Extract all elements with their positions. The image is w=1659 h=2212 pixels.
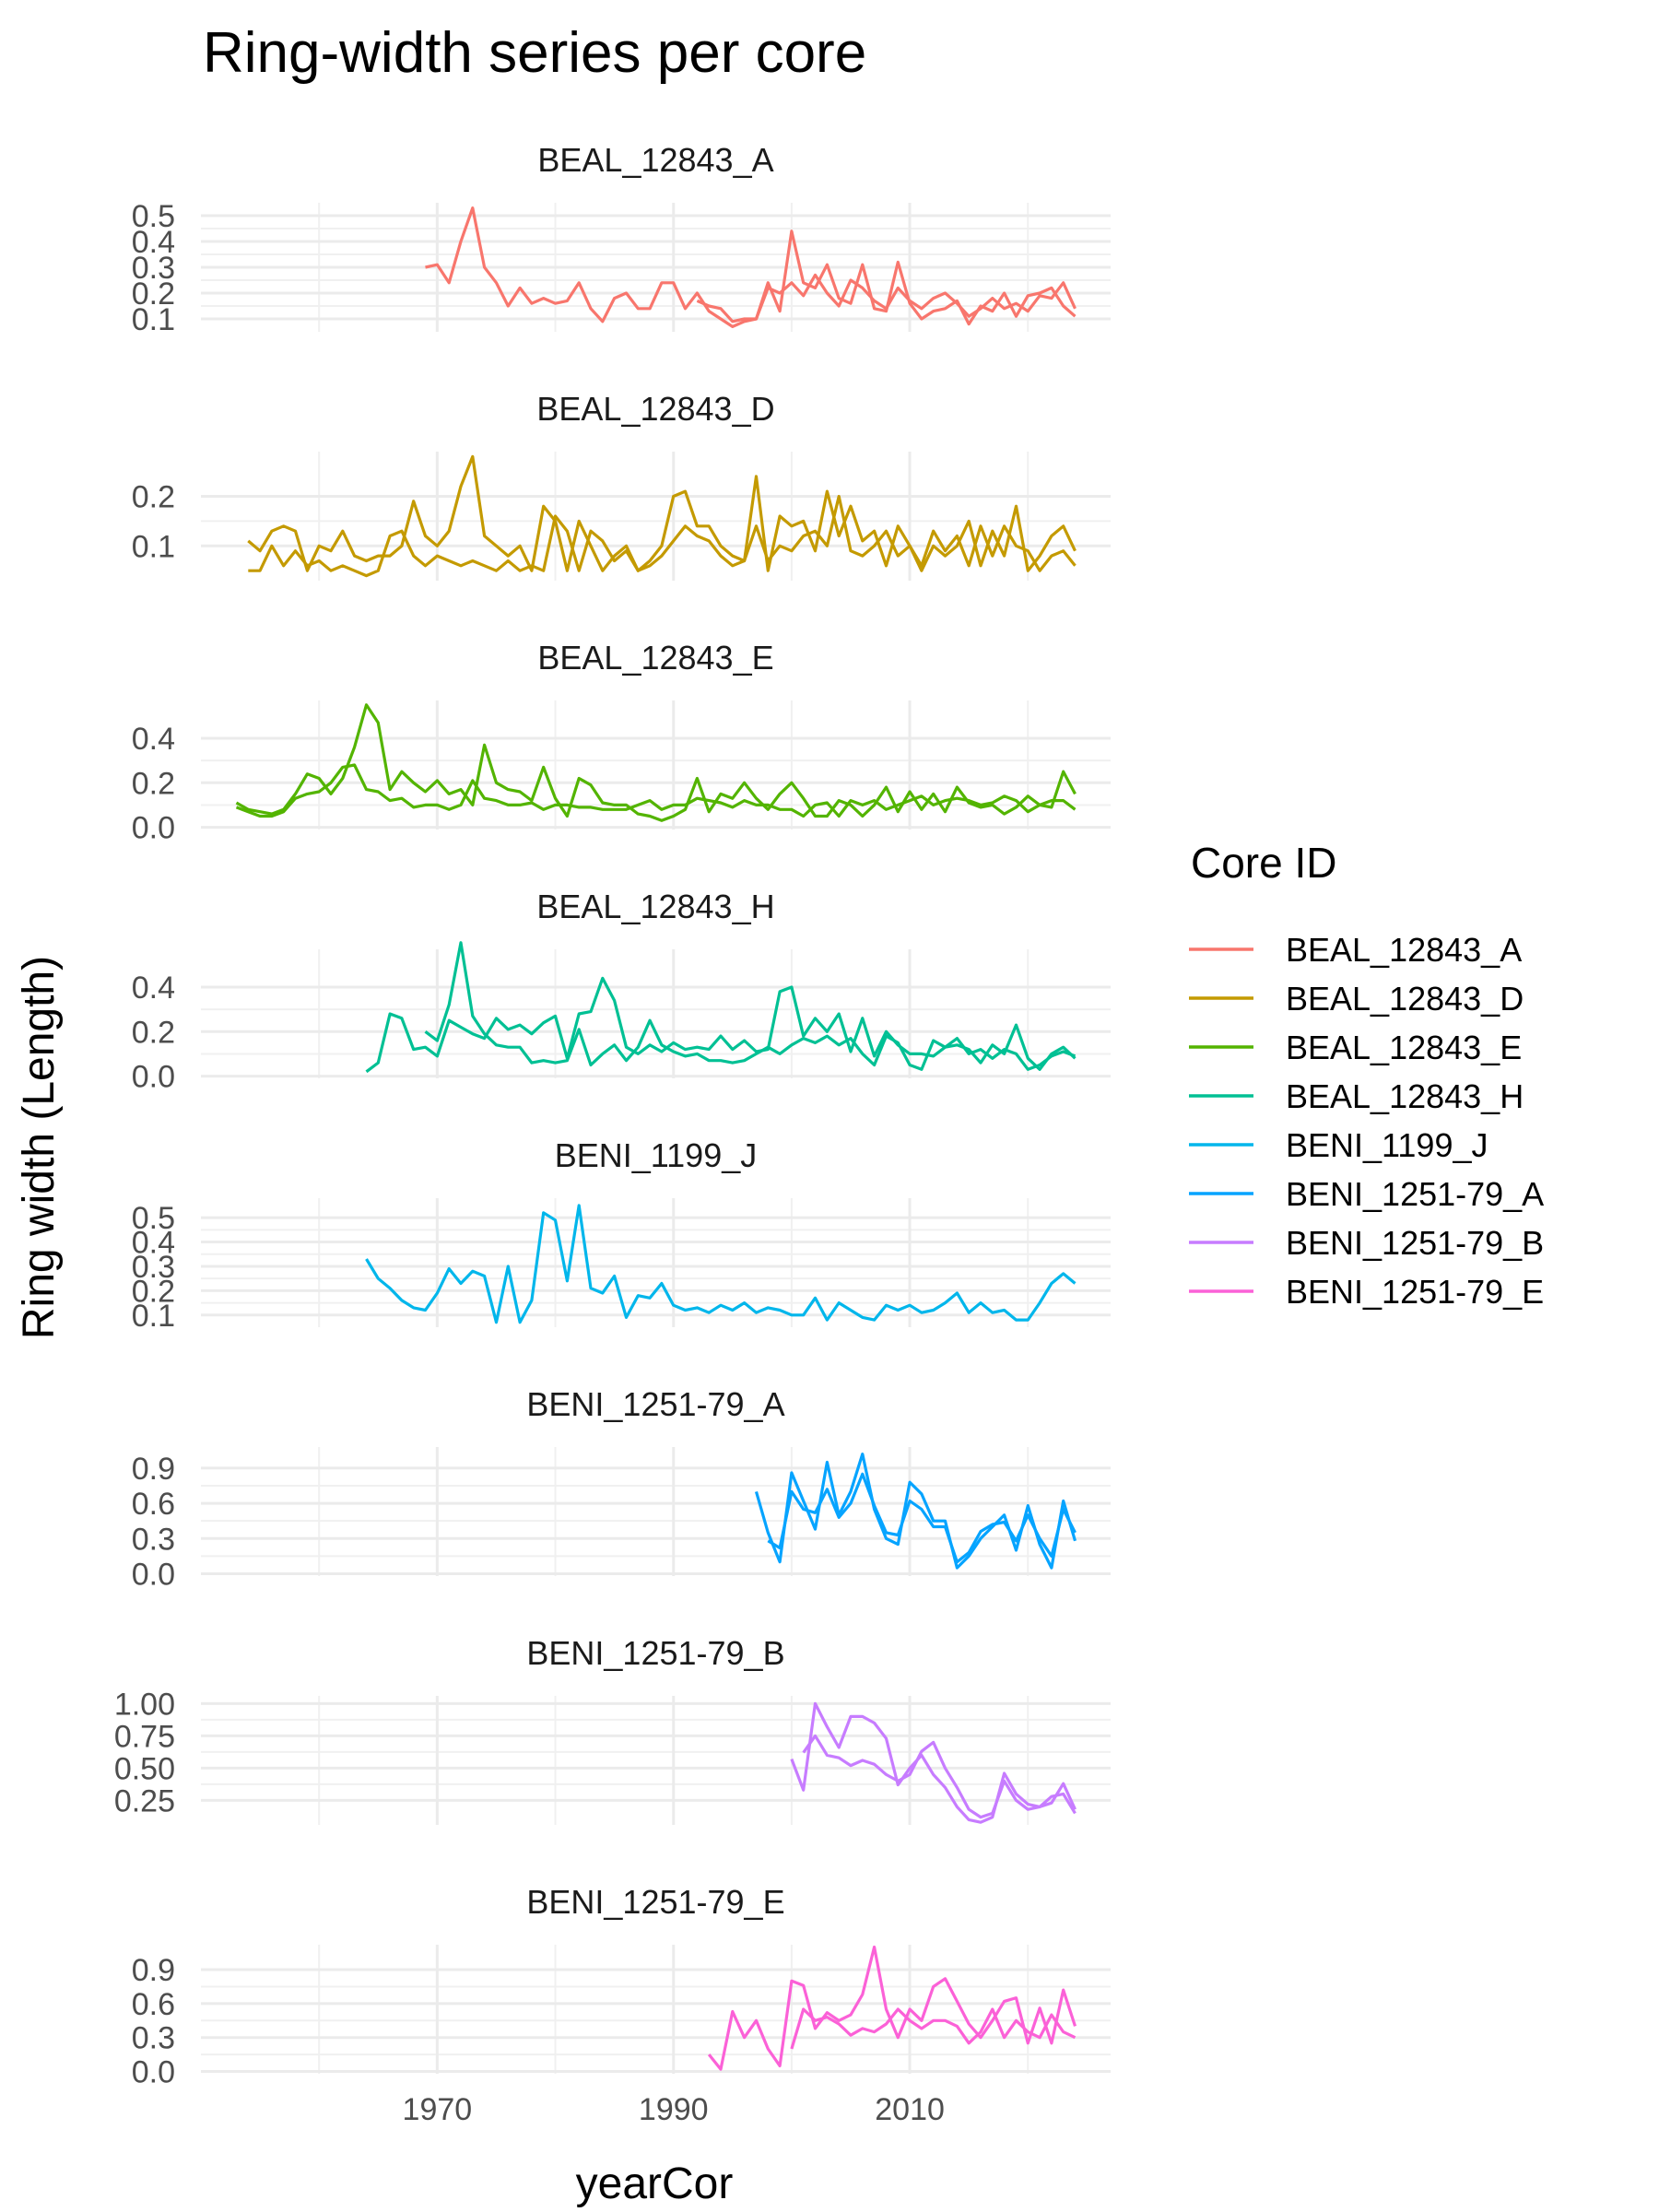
series-line-BEAL_12843_D-1: [247, 454, 1077, 572]
legend-label: BENI_1251-79_B: [1286, 1224, 1544, 1262]
legend-label: BENI_1199_J: [1286, 1126, 1488, 1164]
y-tick-label: 0.2: [132, 479, 175, 514]
panel-strip-label: BENI_1199_J: [555, 1136, 757, 1174]
x-axis-title: yearCor: [576, 2159, 734, 2208]
y-tick-label: 0.6: [132, 1987, 175, 2022]
y-tick-label: 0.25: [114, 1783, 175, 1818]
legend-label: BEAL_12843_D: [1286, 980, 1524, 1018]
panel-strip-label: BENI_1251-79_E: [526, 1883, 784, 1921]
y-tick-label: 0.1: [132, 529, 175, 564]
legend-item: BEAL_12843_A: [1189, 931, 1522, 969]
series-line-BEAL_12843_E-2: [235, 763, 1077, 818]
panel-BEAL_12843_H: BEAL_12843_H 0.0 0.2 0.4: [132, 888, 1111, 1095]
y-tick-label: 0.4: [132, 722, 175, 757]
x-axis: 1970 1990 2010: [403, 2092, 945, 2127]
legend-item: BENI_1251-79_E: [1189, 1273, 1544, 1311]
legend-item: BENI_1251-79_A: [1189, 1175, 1544, 1213]
series-line-BENI_1251-79_B-1: [790, 1701, 1077, 1824]
y-tick-label: 0.5: [132, 1201, 175, 1236]
facet-panels: BEAL_12843_A0.10.20.30.40.5BEAL_12843_D0…: [114, 141, 1111, 2090]
y-tick-label: 0.0: [132, 811, 175, 846]
y-tick-label: 0.3: [132, 251, 175, 286]
panel-BENI_1199_J: BENI_1199_J 0.10.20.30.40.5: [132, 1136, 1111, 1334]
y-tick-label: 0.2: [132, 276, 175, 312]
legend-item: BEAL_12843_D: [1189, 980, 1524, 1018]
y-tick-label: 0.3: [132, 2021, 175, 2056]
series-line-BENI_1251-79_B-2: [802, 1734, 1077, 1819]
y-tick-label: 0.0: [132, 1557, 175, 1592]
y-tick-label: 0.4: [132, 225, 175, 260]
legend-label: BEAL_12843_E: [1286, 1029, 1522, 1066]
y-tick-label: 0.9: [132, 1953, 175, 1988]
panel-strip-label: BENI_1251-79_A: [526, 1385, 784, 1423]
y-tick-label: 0.1: [132, 1299, 175, 1334]
y-tick-label: 0.4: [132, 971, 175, 1006]
series-line-BEAL_12843_H-2: [424, 941, 1077, 1071]
panel-strip-label: BEAL_12843_D: [536, 390, 774, 428]
y-tick-label: 0.0: [132, 1060, 175, 1095]
legend-item: BENI_1251-79_B: [1189, 1224, 1544, 1262]
legend-label: BEAL_12843_H: [1286, 1077, 1524, 1115]
legend-items: BEAL_12843_A BEAL_12843_D BEAL_12843_E BEAL…: [1189, 931, 1544, 1311]
y-tick-label: 0.75: [114, 1719, 175, 1754]
panel-BENI_1251-79_B: BENI_1251-79_B 0.250.500.751.00: [114, 1634, 1111, 1825]
y-tick-label: 0.3: [132, 1250, 175, 1285]
legend-title: Core ID: [1191, 839, 1336, 887]
x-tick-label: 1990: [639, 2092, 709, 2127]
panel-strip-label: BEAL_12843_E: [537, 639, 773, 677]
series-line-BEAL_12843_D-2: [248, 489, 1077, 578]
chart-title: Ring-width series per core: [203, 21, 866, 85]
y-tick-label: 0.0: [132, 2055, 175, 2090]
y-tick-label: 0.2: [132, 1274, 175, 1309]
y-tick-label: 0.2: [132, 766, 175, 801]
series-line-BEAL_12843_H-1: [365, 976, 1077, 1074]
panel-strip-label: BEAL_12843_A: [537, 141, 773, 179]
legend-label: BEAL_12843_A: [1286, 931, 1522, 969]
panel-strip-label: BEAL_12843_H: [536, 888, 774, 925]
y-tick-label: 0.3: [132, 1522, 175, 1557]
panel-BEAL_12843_A: BEAL_12843_A 0.10.20.30.40.5: [132, 141, 1111, 337]
x-tick-label: 2010: [875, 2092, 945, 2127]
y-tick-label: 0.4: [132, 1226, 175, 1261]
legend-label: BENI_1251-79_A: [1286, 1175, 1544, 1213]
panel-strip-label: BENI_1251-79_B: [526, 1634, 784, 1672]
series-line-BEAL_12843_E-1: [235, 703, 1077, 822]
y-tick-label: 0.5: [132, 199, 175, 234]
legend-item: BEAL_12843_H: [1189, 1077, 1524, 1115]
legend-label: BENI_1251-79_E: [1286, 1273, 1544, 1311]
panel-BEAL_12843_E: BEAL_12843_E 0.0 0.2 0.4: [132, 639, 1111, 846]
y-tick-label: 0.9: [132, 1452, 175, 1487]
legend: Core ID BEAL_12843_ABEAL_12843_DBEAL_128…: [1189, 839, 1544, 1311]
y-tick-label: 0.6: [132, 1487, 175, 1522]
legend-item: BENI_1199_J: [1189, 1126, 1488, 1164]
series-line-BENI_1251-79_E-1: [707, 1945, 1077, 2071]
y-tick-label: 0.50: [114, 1751, 175, 1786]
y-tick-label: 0.1: [132, 302, 175, 337]
series-line-BENI_1251-79_A-2: [767, 1472, 1077, 1564]
panel-BEAL_12843_D: BEAL_12843_D 0.1 0.2: [132, 390, 1111, 581]
y-tick-label: 1.00: [114, 1687, 175, 1722]
y-axis-title: Ring width (Length): [15, 956, 64, 1339]
legend-item: BEAL_12843_E: [1189, 1029, 1522, 1066]
series-line-BEAL_12843_A-2: [696, 273, 1077, 324]
panel-BENI_1251-79_A: BENI_1251-79_A 0.00.30.60.9: [132, 1385, 1111, 1592]
x-tick-label: 1970: [403, 2092, 473, 2127]
panel-BENI_1251-79_E: BENI_1251-79_E 0.00.30.60.9: [132, 1883, 1111, 2090]
series-line-BENI_1199_J-1: [365, 1204, 1077, 1324]
y-tick-label: 0.2: [132, 1015, 175, 1050]
series-line-BENI_1251-79_E-2: [790, 2007, 1077, 2050]
